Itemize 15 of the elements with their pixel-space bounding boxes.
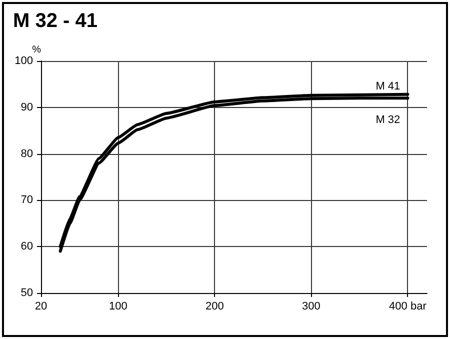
series-label: M 32: [376, 114, 400, 126]
y-tick-label: 70: [20, 194, 33, 206]
x-tick-label: 200: [206, 300, 224, 312]
y-tick-label: 100: [14, 55, 33, 67]
x-tick-label: 400 bar: [389, 300, 427, 312]
x-tick-label: 300: [302, 300, 320, 312]
y-tick-label: 50: [20, 287, 33, 299]
series-label: M 41: [376, 80, 400, 92]
y-tick-label: 60: [20, 240, 33, 253]
y-tick-label: 80: [20, 148, 33, 160]
y-axis-title: %: [32, 44, 42, 56]
y-tick-label: 90: [20, 101, 33, 114]
x-tick-label: 20: [34, 300, 48, 312]
x-tick-label: 100: [109, 300, 128, 312]
chart-title: M 32 - 41: [13, 10, 98, 32]
